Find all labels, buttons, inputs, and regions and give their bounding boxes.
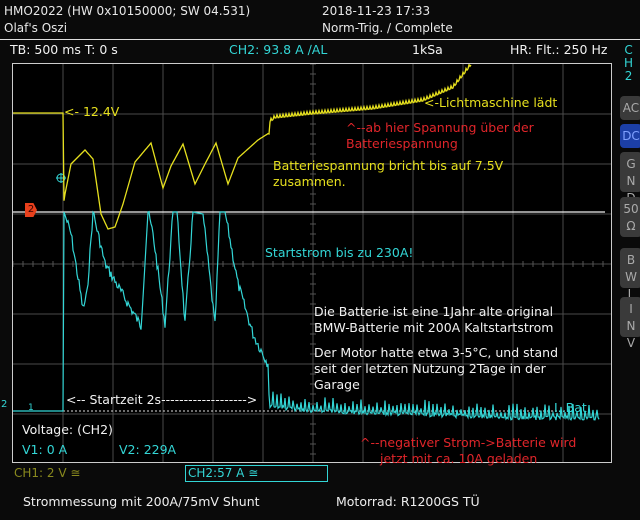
note-start-time: <-- Startzeit 2s-------------------> xyxy=(66,392,258,407)
note-start-current: Startstrom bis zu 230A! xyxy=(265,245,414,260)
note-motor-2: seit der letzten Nutzung 2Tage in der xyxy=(314,361,546,376)
trigger-level[interactable]: CH2: 93.8 A ∕AL xyxy=(229,42,328,57)
hr-filter[interactable]: HR: Flt.: 250 Hz xyxy=(510,42,608,57)
footer-shunt: Strommessung mit 200A/75mV Shunt xyxy=(23,494,260,509)
note-negative-2: jetzt mit ca. 10A geladen xyxy=(380,451,538,466)
note-collapse-2: zusammen. xyxy=(273,174,346,189)
coupling-button-dc[interactable]: DC xyxy=(620,124,640,148)
device-info: HMO2022 (HW 0x10150000; SW 04.531) xyxy=(4,4,251,18)
coupling-button-50ohm[interactable]: 50 Ω xyxy=(620,197,640,237)
timebase[interactable]: TB: 500 ms T: 0 s xyxy=(10,42,118,57)
note-motor-1: Der Motor hatte etwa 3-5°C, und stand xyxy=(314,345,559,360)
cursor-readout-title: Voltage: (CH2) xyxy=(22,422,113,437)
note-above-battery-1: ^--ab hier Spannung über der xyxy=(346,120,534,135)
note-bat: I..Bat xyxy=(554,400,587,415)
note-negative-1: ^--negativer Strom->Batterie wird xyxy=(360,435,577,450)
waveform-canvas xyxy=(13,64,611,462)
note-motor-3: Garage xyxy=(314,377,360,392)
coupling-button-gnd[interactable]: GND xyxy=(620,152,640,205)
trigger-mode: Norm-Trig. / Complete xyxy=(322,21,453,35)
ch2-reference-marker[interactable]: 2 xyxy=(25,203,37,217)
note-above-battery-2: Batteriespannung xyxy=(346,136,458,151)
ch2-ground-marker[interactable]: 2 xyxy=(1,399,8,410)
cursor-v2: V2: 229A xyxy=(119,442,177,457)
note-battery-1: Die Batterie ist eine 1Jahr alte origina… xyxy=(314,304,554,319)
ch2-scale[interactable]: CH2:57 A ≅ xyxy=(185,465,328,482)
cursor-v1: V1: 0 A xyxy=(22,442,68,457)
sample-rate[interactable]: 1kSa xyxy=(412,42,443,57)
cursor-1-marker[interactable]: 1 xyxy=(28,403,34,413)
header-divider xyxy=(0,39,640,40)
ch1-scale[interactable]: CH1: 2 V ≅ xyxy=(14,466,81,480)
ch1-voltage-trace xyxy=(13,64,472,230)
waveform-display[interactable] xyxy=(12,63,612,463)
ch2-current-trace xyxy=(13,210,600,421)
note-battery-2: BMW-Batterie mit 200A Kaltstartstrom xyxy=(314,320,554,335)
note-collapse-1: Batteriespannung bricht bis auf 7.5V xyxy=(273,158,504,173)
note-alternator: <-Lichtmaschine lädt xyxy=(424,95,558,110)
owner-label: Olaf's Oszi xyxy=(4,21,68,35)
footer-motorcycle: Motorrad: R1200GS TÜ xyxy=(336,494,480,509)
datetime: 2018-11-23 17:33 xyxy=(322,4,431,18)
note-voltage-start: <- 12.4V xyxy=(64,104,120,119)
coupling-button-ac[interactable]: AC xyxy=(620,96,640,120)
